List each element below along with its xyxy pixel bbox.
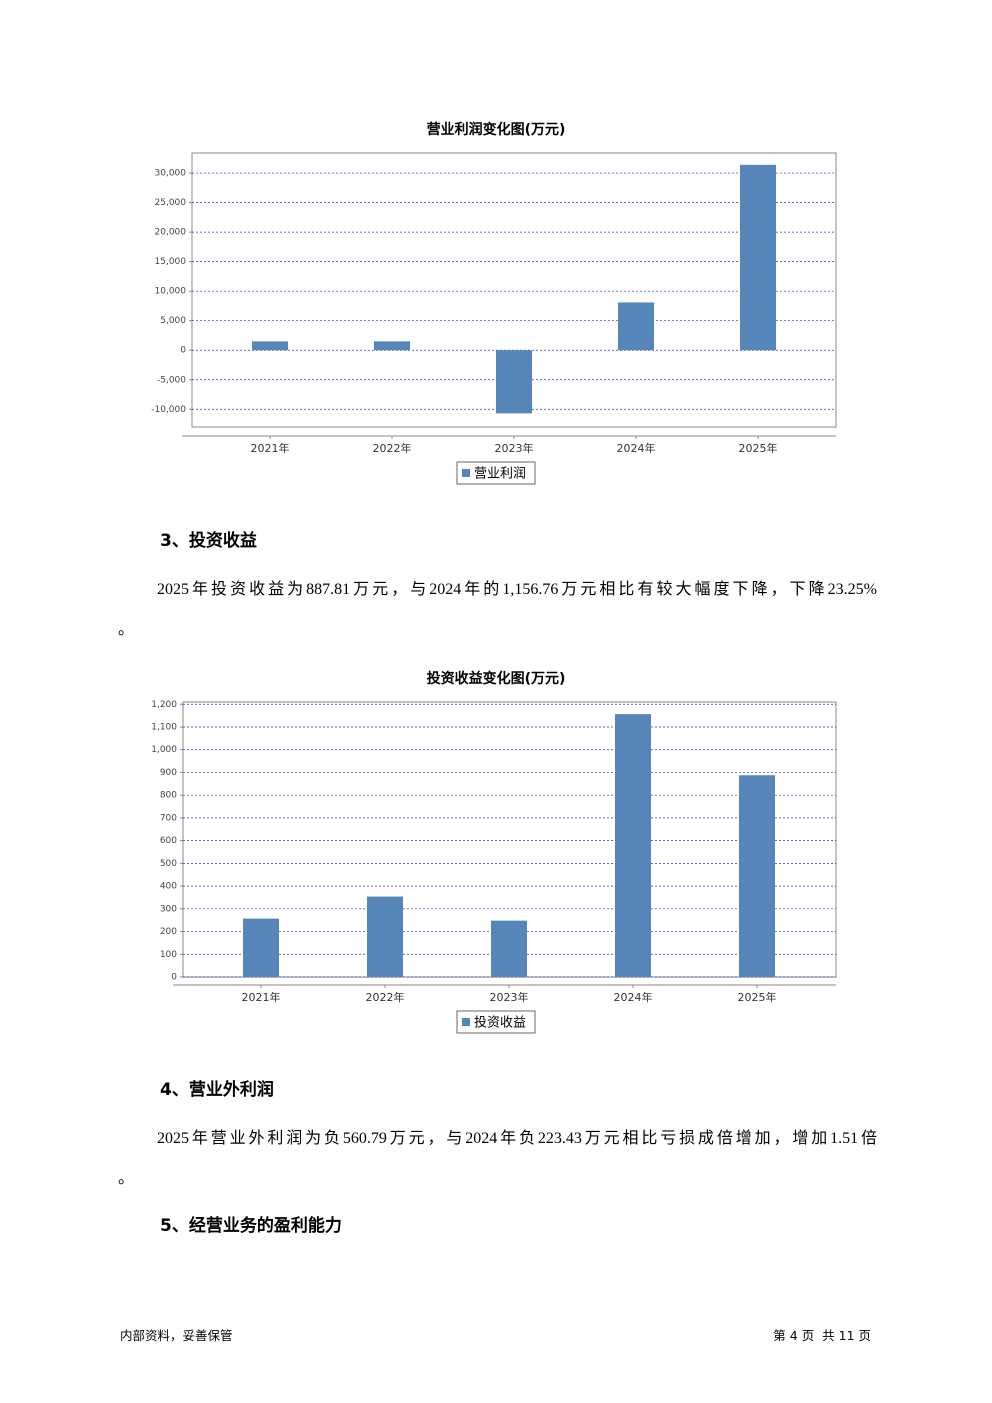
- y-tick-label: 100: [160, 950, 177, 960]
- bar: [618, 302, 654, 351]
- section-heading: 3、投资收益: [160, 531, 257, 551]
- y-tick-label: 20,000: [155, 228, 187, 238]
- y-tick-label: 600: [160, 836, 177, 846]
- legend-swatch: [462, 469, 470, 477]
- bar: [374, 341, 410, 351]
- bar: [252, 341, 288, 351]
- y-tick-label: -10,000: [151, 405, 186, 415]
- y-tick-label: 10,000: [155, 287, 187, 297]
- chart-title: 营业利润变化图(万元): [427, 121, 566, 138]
- y-tick-label: 200: [160, 927, 177, 937]
- x-tick-label: 2021年: [242, 990, 281, 1004]
- y-tick-label: 15,000: [155, 257, 187, 267]
- legend-swatch: [462, 1018, 470, 1026]
- bar: [740, 164, 776, 351]
- y-tick-label: 500: [160, 859, 177, 869]
- y-tick-label: 5,000: [160, 316, 186, 326]
- footer-left: 内部资料，妥善保管: [120, 1328, 233, 1343]
- y-tick-label: 400: [160, 882, 177, 892]
- bar: [739, 775, 775, 977]
- x-tick-label: 2022年: [373, 441, 412, 455]
- section-heading: 5、经营业务的盈利能力: [160, 1216, 342, 1236]
- legend-label: 营业利润: [474, 467, 526, 482]
- y-tick-label: 1,100: [151, 723, 177, 733]
- y-tick-label: 900: [160, 768, 177, 778]
- x-tick-label: 2023年: [495, 441, 534, 455]
- paragraph: 。: [118, 621, 135, 638]
- y-tick-label: 1,200: [151, 700, 177, 710]
- y-tick-label: -5,000: [157, 375, 186, 385]
- y-tick-label: 0: [180, 346, 186, 356]
- legend-box: [456, 1010, 536, 1034]
- y-tick-label: 30,000: [155, 169, 187, 179]
- x-tick-label: 2025年: [738, 990, 777, 1004]
- y-tick-label: 1,000: [151, 745, 177, 755]
- bar: [243, 918, 279, 977]
- y-tick-label: 300: [160, 904, 177, 914]
- paragraph: 2025年投资收益为887.81万元，与2024年的1,156.76万元相比有较…: [157, 581, 877, 598]
- bar: [367, 896, 403, 977]
- bar: [615, 714, 651, 977]
- x-tick-label: 2024年: [614, 990, 653, 1004]
- paragraph: 2025年营业外利润为负560.79万元，与2024年负223.43万元相比亏损…: [157, 1130, 877, 1147]
- x-tick-label: 2025年: [739, 441, 778, 455]
- y-tick-label: 0: [171, 973, 177, 983]
- chart-title: 投资收益变化图(万元): [427, 670, 566, 687]
- x-tick-label: 2021年: [251, 441, 290, 455]
- bar: [491, 920, 527, 977]
- y-tick-label: 700: [160, 813, 177, 823]
- x-tick-label: 2024年: [617, 441, 656, 455]
- paragraph: 。: [118, 1170, 135, 1187]
- x-tick-label: 2022年: [366, 990, 405, 1004]
- legend-label: 投资收益: [474, 1015, 526, 1031]
- legend-box: [456, 461, 536, 485]
- bar: [496, 350, 532, 414]
- y-tick-label: 25,000: [155, 198, 187, 208]
- y-tick-label: 800: [160, 791, 177, 801]
- footer-right: 第 4 页 共 11 页: [773, 1328, 871, 1343]
- x-tick-label: 2023年: [490, 990, 529, 1004]
- section-heading: 4、营业外利润: [160, 1080, 274, 1100]
